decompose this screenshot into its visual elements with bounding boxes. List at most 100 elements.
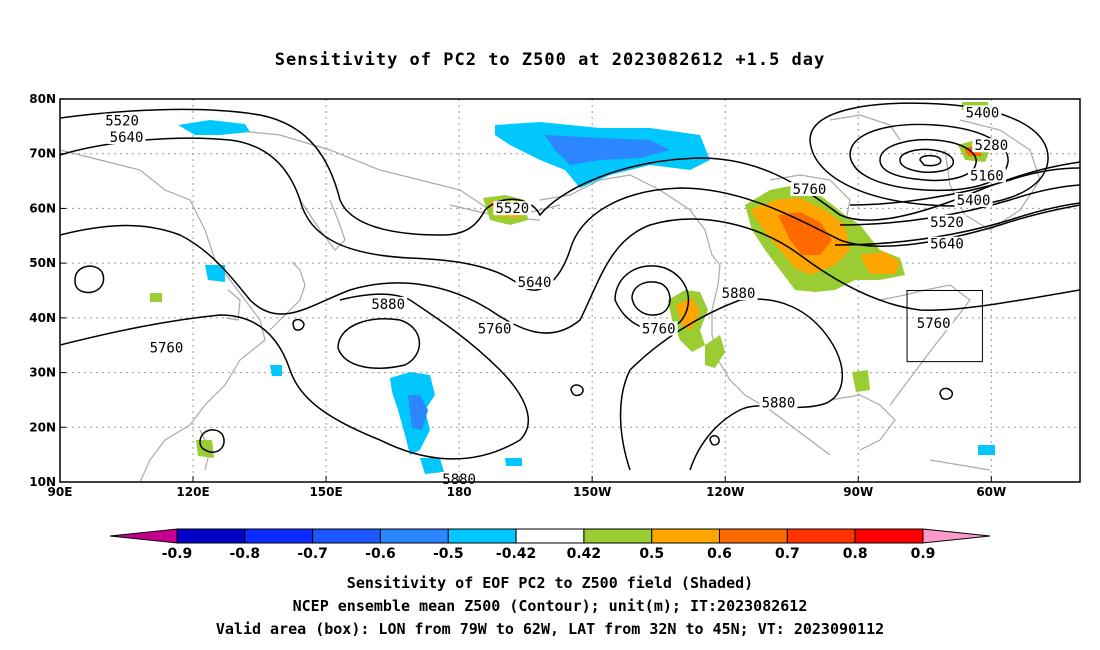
sensitivity-shading (150, 102, 995, 474)
lat-label: 40N (29, 311, 56, 325)
shade-negative-small-2 (420, 458, 444, 474)
contour-label: 5880 (762, 395, 796, 411)
shade-negative-small-5 (978, 445, 995, 455)
contour-cell-asia (74, 265, 105, 294)
colorbar-label: -0.42 (496, 546, 536, 562)
contour-label-bg (759, 395, 798, 410)
coast-arctic-islands (829, 114, 901, 141)
contour-label: 5520 (495, 201, 529, 217)
contour-low-5280 (849, 123, 1009, 192)
shade-negative-arctic-core (545, 135, 670, 165)
contour-label-bg (927, 236, 966, 251)
contour-label-bg (963, 105, 1002, 120)
caption-valid-area: Valid area (box): LON from 79W to 62W, L… (215, 620, 885, 638)
colorbar (109, 528, 991, 544)
lat-label: 60N (29, 201, 56, 215)
lat-label: 50N (29, 256, 56, 270)
lon-label: 90E (48, 485, 73, 499)
contour-cell-tiny-2 (709, 435, 720, 446)
contour-label: 5400 (957, 193, 991, 209)
colorbar-segment (651, 528, 721, 544)
colorbar-segment (379, 528, 449, 544)
page-title: Sensitivity of PC2 to Z500 at 2023082612… (274, 50, 826, 70)
contour-label: 5640 (930, 237, 964, 253)
longitude-labels: 90E 120E 150E 180 150W 120W 90W 60W (48, 476, 1006, 499)
shade-positive-east-orange (860, 252, 900, 274)
contour-label: 5640 (110, 130, 144, 146)
colorbar-label: -0.9 (162, 546, 193, 562)
colorbar-label: 0.7 (775, 546, 800, 562)
shade-negative-small-4 (270, 365, 282, 376)
contour-label: 5880 (722, 286, 756, 302)
contour-cell-tiny-3 (939, 387, 954, 400)
contour-label-bg (954, 192, 993, 207)
colorbar-segment (109, 528, 178, 544)
contour-label: 5520 (105, 114, 139, 130)
contour-cell-sw (199, 429, 225, 453)
colorbar-segment (922, 528, 991, 544)
contour-label-bg (967, 168, 1006, 183)
lat-label: 80N (29, 92, 56, 106)
coast-asia-east (60, 149, 266, 482)
lon-label: 150W (573, 485, 611, 499)
colorbar-segment (719, 528, 788, 544)
lon-label: 120W (706, 485, 744, 499)
contour-label-bg (103, 113, 142, 128)
contour-label: 5160 (970, 168, 1004, 184)
shade-negative-small-3 (505, 458, 522, 466)
contour-label-bg (639, 321, 678, 336)
lon-label: 120E (176, 485, 209, 499)
contour-label: 5760 (642, 322, 676, 338)
contour-cell-pacific (337, 318, 421, 369)
shade-negative-small-1 (205, 265, 225, 282)
contour-label-bg (515, 275, 554, 290)
contour-label: 5640 (518, 275, 552, 291)
colorbar-segment (447, 528, 517, 544)
colorbar-segment (854, 528, 924, 544)
map-frame (59, 98, 1081, 483)
shade-negative-pacific-core (408, 395, 428, 430)
contour-label-bg (369, 296, 408, 311)
contour-5760-mid (60, 218, 1080, 334)
lon-label: 60W (976, 485, 1006, 499)
contour-label: 5400 (966, 105, 1000, 121)
contour-label-bg (790, 182, 829, 197)
colorbar-label: -0.6 (365, 546, 396, 562)
contour-low-center (919, 154, 942, 167)
colorbar-label: 0.9 (911, 546, 936, 562)
coast-korea (225, 289, 241, 321)
contour-label: 5760 (478, 322, 512, 338)
colorbar-label: -0.5 (433, 546, 464, 562)
caption-contour: NCEP ensemble mean Z500 (Contour); unit(… (292, 597, 808, 615)
contour-label-bg (972, 138, 1011, 153)
colorbar-label: 0.6 (707, 546, 732, 562)
colorbar-segment (786, 528, 856, 544)
colorbar-label: 0.42 (567, 546, 602, 562)
shade-negative-nw (178, 120, 250, 135)
shade-positive-small-1 (150, 293, 162, 302)
contour-label-bg (475, 321, 514, 336)
coast-na-east (879, 284, 971, 406)
contour-label: 5280 (974, 138, 1008, 154)
colorbar-labels: -0.9 -0.8 -0.7 -0.6 -0.5 -0.42 0.42 0.5 0.6 0.7 0.… (162, 546, 936, 562)
contour-label: 5760 (917, 316, 951, 332)
contour-label: 5520 (930, 215, 964, 231)
lon-label: 150E (309, 485, 342, 499)
coast-caribbean (929, 459, 991, 471)
lat-label: 30N (29, 366, 56, 380)
lon-label: 90W (843, 485, 873, 499)
shade-positive-baja (705, 335, 725, 368)
caption-shading: Sensitivity of EOF PC2 to Z500 field (Sh… (346, 574, 754, 592)
contour-label: 5760 (150, 341, 184, 357)
lat-label: 20N (29, 420, 56, 434)
valid-area-box (906, 290, 983, 363)
lon-label: 180 (447, 485, 472, 499)
coast-na-west (711, 264, 831, 456)
colorbar-label: 0.8 (843, 546, 868, 562)
contour-cell-tiny-4 (292, 318, 305, 331)
contour-east-5520 (839, 184, 1080, 226)
lat-label: 10N (29, 475, 56, 489)
contour-east-5400 (849, 167, 1080, 206)
colorbar-label: -0.8 (230, 546, 261, 562)
